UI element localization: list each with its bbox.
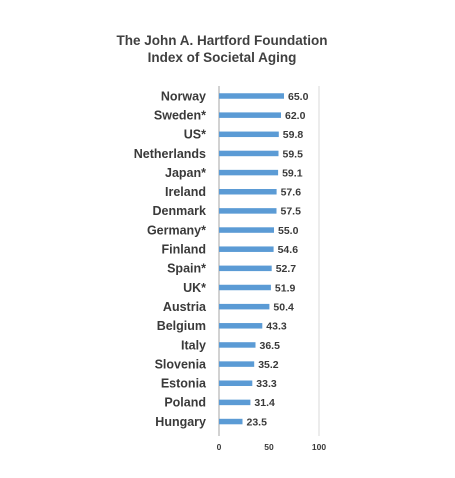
category-label: Denmark [153,204,207,218]
bars [219,93,284,425]
bar [219,418,243,425]
chart-title: The John A. Hartford Foundation [117,33,328,48]
bar [219,342,256,348]
x-tick-label: 50 [264,442,274,452]
category-label: Netherlands [134,147,206,161]
category-label: Japan* [165,166,206,180]
category-labels: Norway Sweden* US* Netherlands Japan* Ireland… [134,89,207,429]
data-label: 50.4 [273,301,294,313]
data-label: 55.0 [278,225,299,237]
category-label: Finland [162,243,206,257]
bar [219,361,255,367]
category-label: Sweden* [154,108,206,122]
category-label: Ireland [165,185,206,199]
data-label: 59.1 [282,167,303,179]
data-labels: 65.0 62.0 59.8 59.5 59.1 57.6 57.5 55.0 54.6 52.7… [247,91,309,429]
bar [219,131,279,138]
bar [219,93,284,99]
data-label: 65.0 [288,91,309,103]
bar [219,303,270,310]
bar [219,150,279,157]
category-label: UK* [183,281,206,295]
chart-subtitle: Index of Societal Aging [148,50,297,65]
category-label: Estonia [161,377,207,391]
data-label: 52.7 [276,263,297,275]
category-label: Spain* [167,262,206,276]
x-tick-labels: 0 50 100 [217,442,327,452]
bar [219,189,277,195]
data-label: 35.2 [258,359,279,371]
category-label: Austria [163,300,207,314]
data-label: 54.6 [278,244,299,256]
category-label: US* [184,128,206,142]
bar [219,284,271,291]
axes [218,86,320,436]
category-label: Hungary [155,415,206,429]
data-label: 59.8 [283,129,304,141]
data-label: 57.6 [281,187,302,199]
data-label: 59.5 [283,148,304,160]
bar [219,323,263,329]
data-label: 33.3 [256,378,277,390]
data-label: 31.4 [254,397,275,409]
category-label: Germany* [147,223,206,237]
bar [219,265,272,272]
data-label: 36.5 [260,340,281,352]
category-label: Norway [161,89,206,103]
bar [219,169,279,176]
data-label: 57.5 [281,206,302,218]
bar [219,227,274,233]
bar [219,208,277,214]
category-label: Italy [181,338,206,352]
data-label: 51.9 [275,282,296,294]
bar [219,399,251,406]
data-label: 43.3 [266,321,287,333]
data-label: 23.5 [247,416,268,428]
bar [219,246,274,252]
category-label: Poland [164,396,206,410]
bar [219,380,253,386]
category-label: Slovenia [155,357,207,371]
x-tick-label: 100 [312,442,326,452]
x-tick-label: 0 [217,442,222,452]
data-label: 62.0 [285,110,306,122]
bar [219,112,281,118]
category-label: Belgium [157,319,206,333]
